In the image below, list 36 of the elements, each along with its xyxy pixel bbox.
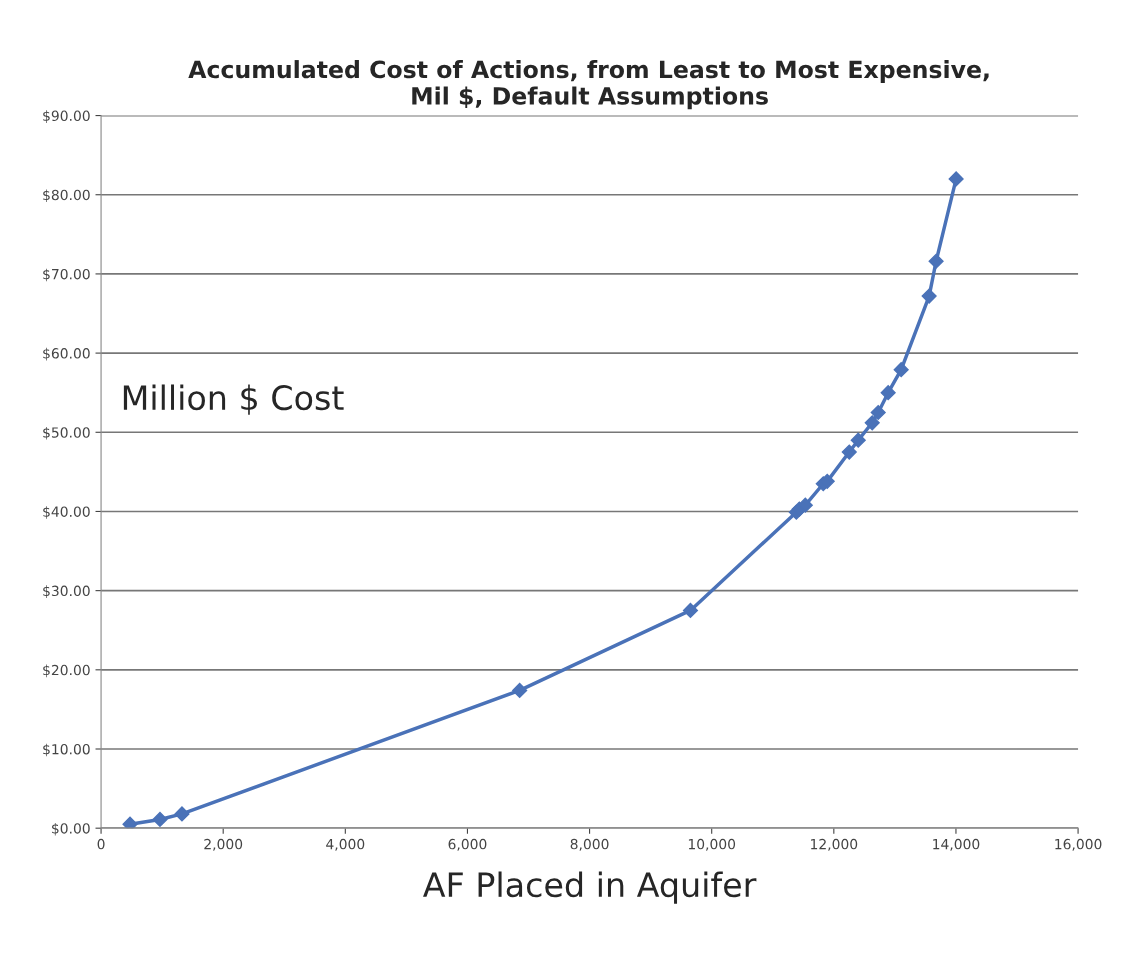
point (921, 288, 937, 304)
x-tick-label: 8,000 (570, 838, 609, 851)
point (512, 682, 528, 698)
y-tick-label: $90.00 (43, 110, 90, 123)
y-tick-label: $20.00 (43, 664, 90, 678)
point (864, 415, 880, 431)
point (152, 811, 168, 828)
y-tick-label: $80.00 (43, 189, 90, 203)
x-tick-label: 14,000 (933, 838, 980, 851)
y-tick-label: $0.00 (52, 822, 90, 836)
point (880, 385, 896, 401)
y-tick-label: $60.00 (43, 347, 90, 361)
x-tick-label: 2,000 (204, 838, 243, 851)
point (122, 816, 138, 829)
x-tick-label: 10,000 (688, 838, 736, 851)
point (870, 404, 886, 421)
point (682, 602, 699, 619)
point (893, 362, 909, 378)
y-axis-title: Million $ Cost (123, 384, 344, 415)
x-axis-title: AF Placed in Aquifer (423, 871, 757, 904)
x-tick-label: 16,000 (1055, 838, 1102, 851)
y-tick-label: $70.00 (43, 268, 90, 282)
y-tick-label: $30.00 (43, 585, 90, 598)
y-tick-label: $10.00 (43, 743, 90, 757)
x-tick-label: 12,000 (811, 838, 858, 851)
point (850, 432, 866, 448)
x-tick-label: 6,000 (448, 838, 487, 851)
x-tick-label: 0 (97, 838, 105, 850)
point (928, 253, 944, 269)
x-tick-label: 4,000 (326, 838, 365, 851)
point (174, 806, 190, 822)
y-tick-label: $50.00 (43, 427, 90, 440)
point (841, 444, 857, 460)
y-tick-label: $40.00 (43, 506, 90, 519)
point (948, 171, 964, 187)
chart-title: Accumulated Cost of Actions, from Least to Most Expensive, Mil $, Default Assumptions (188, 60, 989, 110)
